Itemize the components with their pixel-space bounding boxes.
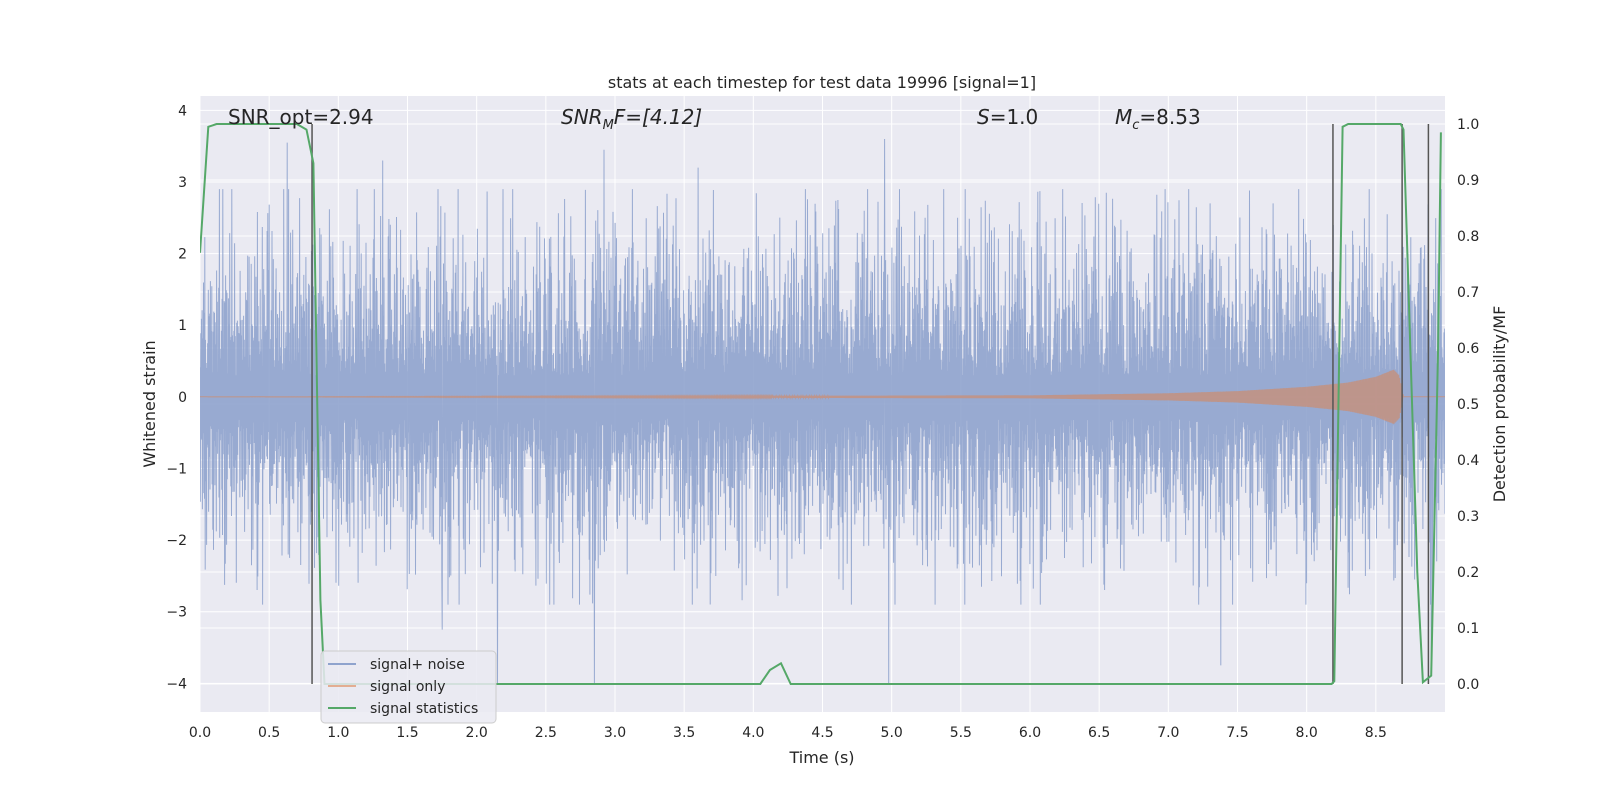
y-tick-label-right: 0.4 xyxy=(1457,453,1479,469)
x-tick-label: 3.0 xyxy=(604,725,626,741)
legend-label-signal-only: signal only xyxy=(370,679,445,695)
y-ticks: 4 3 2 1 0 −1 −2 −3 −4 xyxy=(166,103,187,692)
legend-label-signal-noise: signal+ noise xyxy=(370,657,465,673)
y-tick-label-right: 0.9 xyxy=(1457,173,1479,189)
x-tick-label: 8.0 xyxy=(1296,725,1318,741)
legend-box xyxy=(320,650,497,724)
x-axis-title: Time (s) xyxy=(788,748,854,767)
x-tick-label: 3.5 xyxy=(673,725,695,741)
vertical-lines xyxy=(311,124,1430,684)
x-tick-label: 4.0 xyxy=(742,725,764,741)
x-tick-label: 5.0 xyxy=(881,725,903,741)
annotation-mc: Mc=8.53 xyxy=(1115,105,1201,133)
chart-title: stats at each timestep for test data 199… xyxy=(608,73,1036,92)
y-tick-label-right: 0.2 xyxy=(1457,565,1479,581)
x-tick-label: 6.0 xyxy=(1019,725,1041,741)
y-tick-label: 1 xyxy=(178,318,187,334)
y-tick-label: 4 xyxy=(178,103,187,119)
annotation-snr-mf-sub: M xyxy=(603,118,614,133)
x-tick-label: 7.5 xyxy=(1226,725,1248,741)
y-tick-label-right: 0.6 xyxy=(1457,341,1479,357)
x-tick-label: 1.0 xyxy=(327,725,349,741)
y-tick-label-right: 1.0 xyxy=(1457,117,1479,133)
y-tick-label: 3 xyxy=(178,175,187,191)
x-tick-label: 6.5 xyxy=(1088,725,1110,741)
y-tick-label-right: 0.5 xyxy=(1457,397,1479,413)
x-tick-label: 0.5 xyxy=(258,725,280,741)
x-tick-label: 5.5 xyxy=(950,725,972,741)
annotation-snr-mf-rest: F=[4.12] xyxy=(614,105,702,129)
series-signal-statistics xyxy=(200,123,1442,685)
legend: signal+ noise signal only signal statist… xyxy=(320,650,497,724)
legend-label-signal-statistics: signal statistics xyxy=(370,701,478,717)
y-tick-label: −1 xyxy=(166,461,187,477)
y-tick-label-right: 0.1 xyxy=(1457,621,1479,637)
series-signal-only xyxy=(200,369,1445,424)
y-tick-label: 0 xyxy=(178,390,187,406)
y-axis-title-right: Detection probability/MF xyxy=(1490,306,1509,503)
x-tick-label: 2.0 xyxy=(466,725,488,741)
annotation-snr-opt: SNR_opt=2.94 xyxy=(228,105,374,129)
y-tick-label-right: 0.8 xyxy=(1457,229,1479,245)
annotation-mc-sub: c xyxy=(1132,118,1139,133)
y-tick-label-right: 0.3 xyxy=(1457,509,1479,525)
annotation-mc-rest: =8.53 xyxy=(1139,105,1200,129)
x-tick-label: 4.5 xyxy=(811,725,833,741)
y-tick-label: −2 xyxy=(166,533,187,549)
x-ticks: 0.0 0.5 1.0 1.5 2.0 2.5 3.0 3.5 4.0 4.5 5.0 5.5 6.0 6… xyxy=(189,725,1387,741)
y-tick-label: −4 xyxy=(166,676,187,692)
x-tick-label: 7.0 xyxy=(1157,725,1179,741)
annotation-snr-mf: SNRMF=[4.12] xyxy=(561,105,702,133)
y-ticks-right: 1.0 0.9 0.8 0.7 0.6 0.5 0.4 0.3 0.2 0.1 0.0 xyxy=(1457,117,1479,693)
x-tick-label: 1.5 xyxy=(396,725,418,741)
y-tick-label-right: 0.0 xyxy=(1457,677,1479,693)
series-signal-noise xyxy=(200,138,1445,684)
y-tick-label-right: 0.7 xyxy=(1457,285,1479,301)
x-tick-label: 8.5 xyxy=(1365,725,1387,741)
y-tick-label: −3 xyxy=(166,605,187,621)
x-tick-label: 2.5 xyxy=(535,725,557,741)
annotation-s-rest: =1.0 xyxy=(990,105,1039,129)
annotation-snr-mf-base: SNR xyxy=(561,105,603,129)
annotation-s-base: S xyxy=(977,105,990,129)
annotation-mc-base: M xyxy=(1115,105,1132,129)
annotation-s: S=1.0 xyxy=(977,105,1038,129)
x-tick-label: 0.0 xyxy=(189,725,211,741)
y-tick-label: 2 xyxy=(178,247,187,263)
y-axis-title: Whitened strain xyxy=(140,340,159,467)
